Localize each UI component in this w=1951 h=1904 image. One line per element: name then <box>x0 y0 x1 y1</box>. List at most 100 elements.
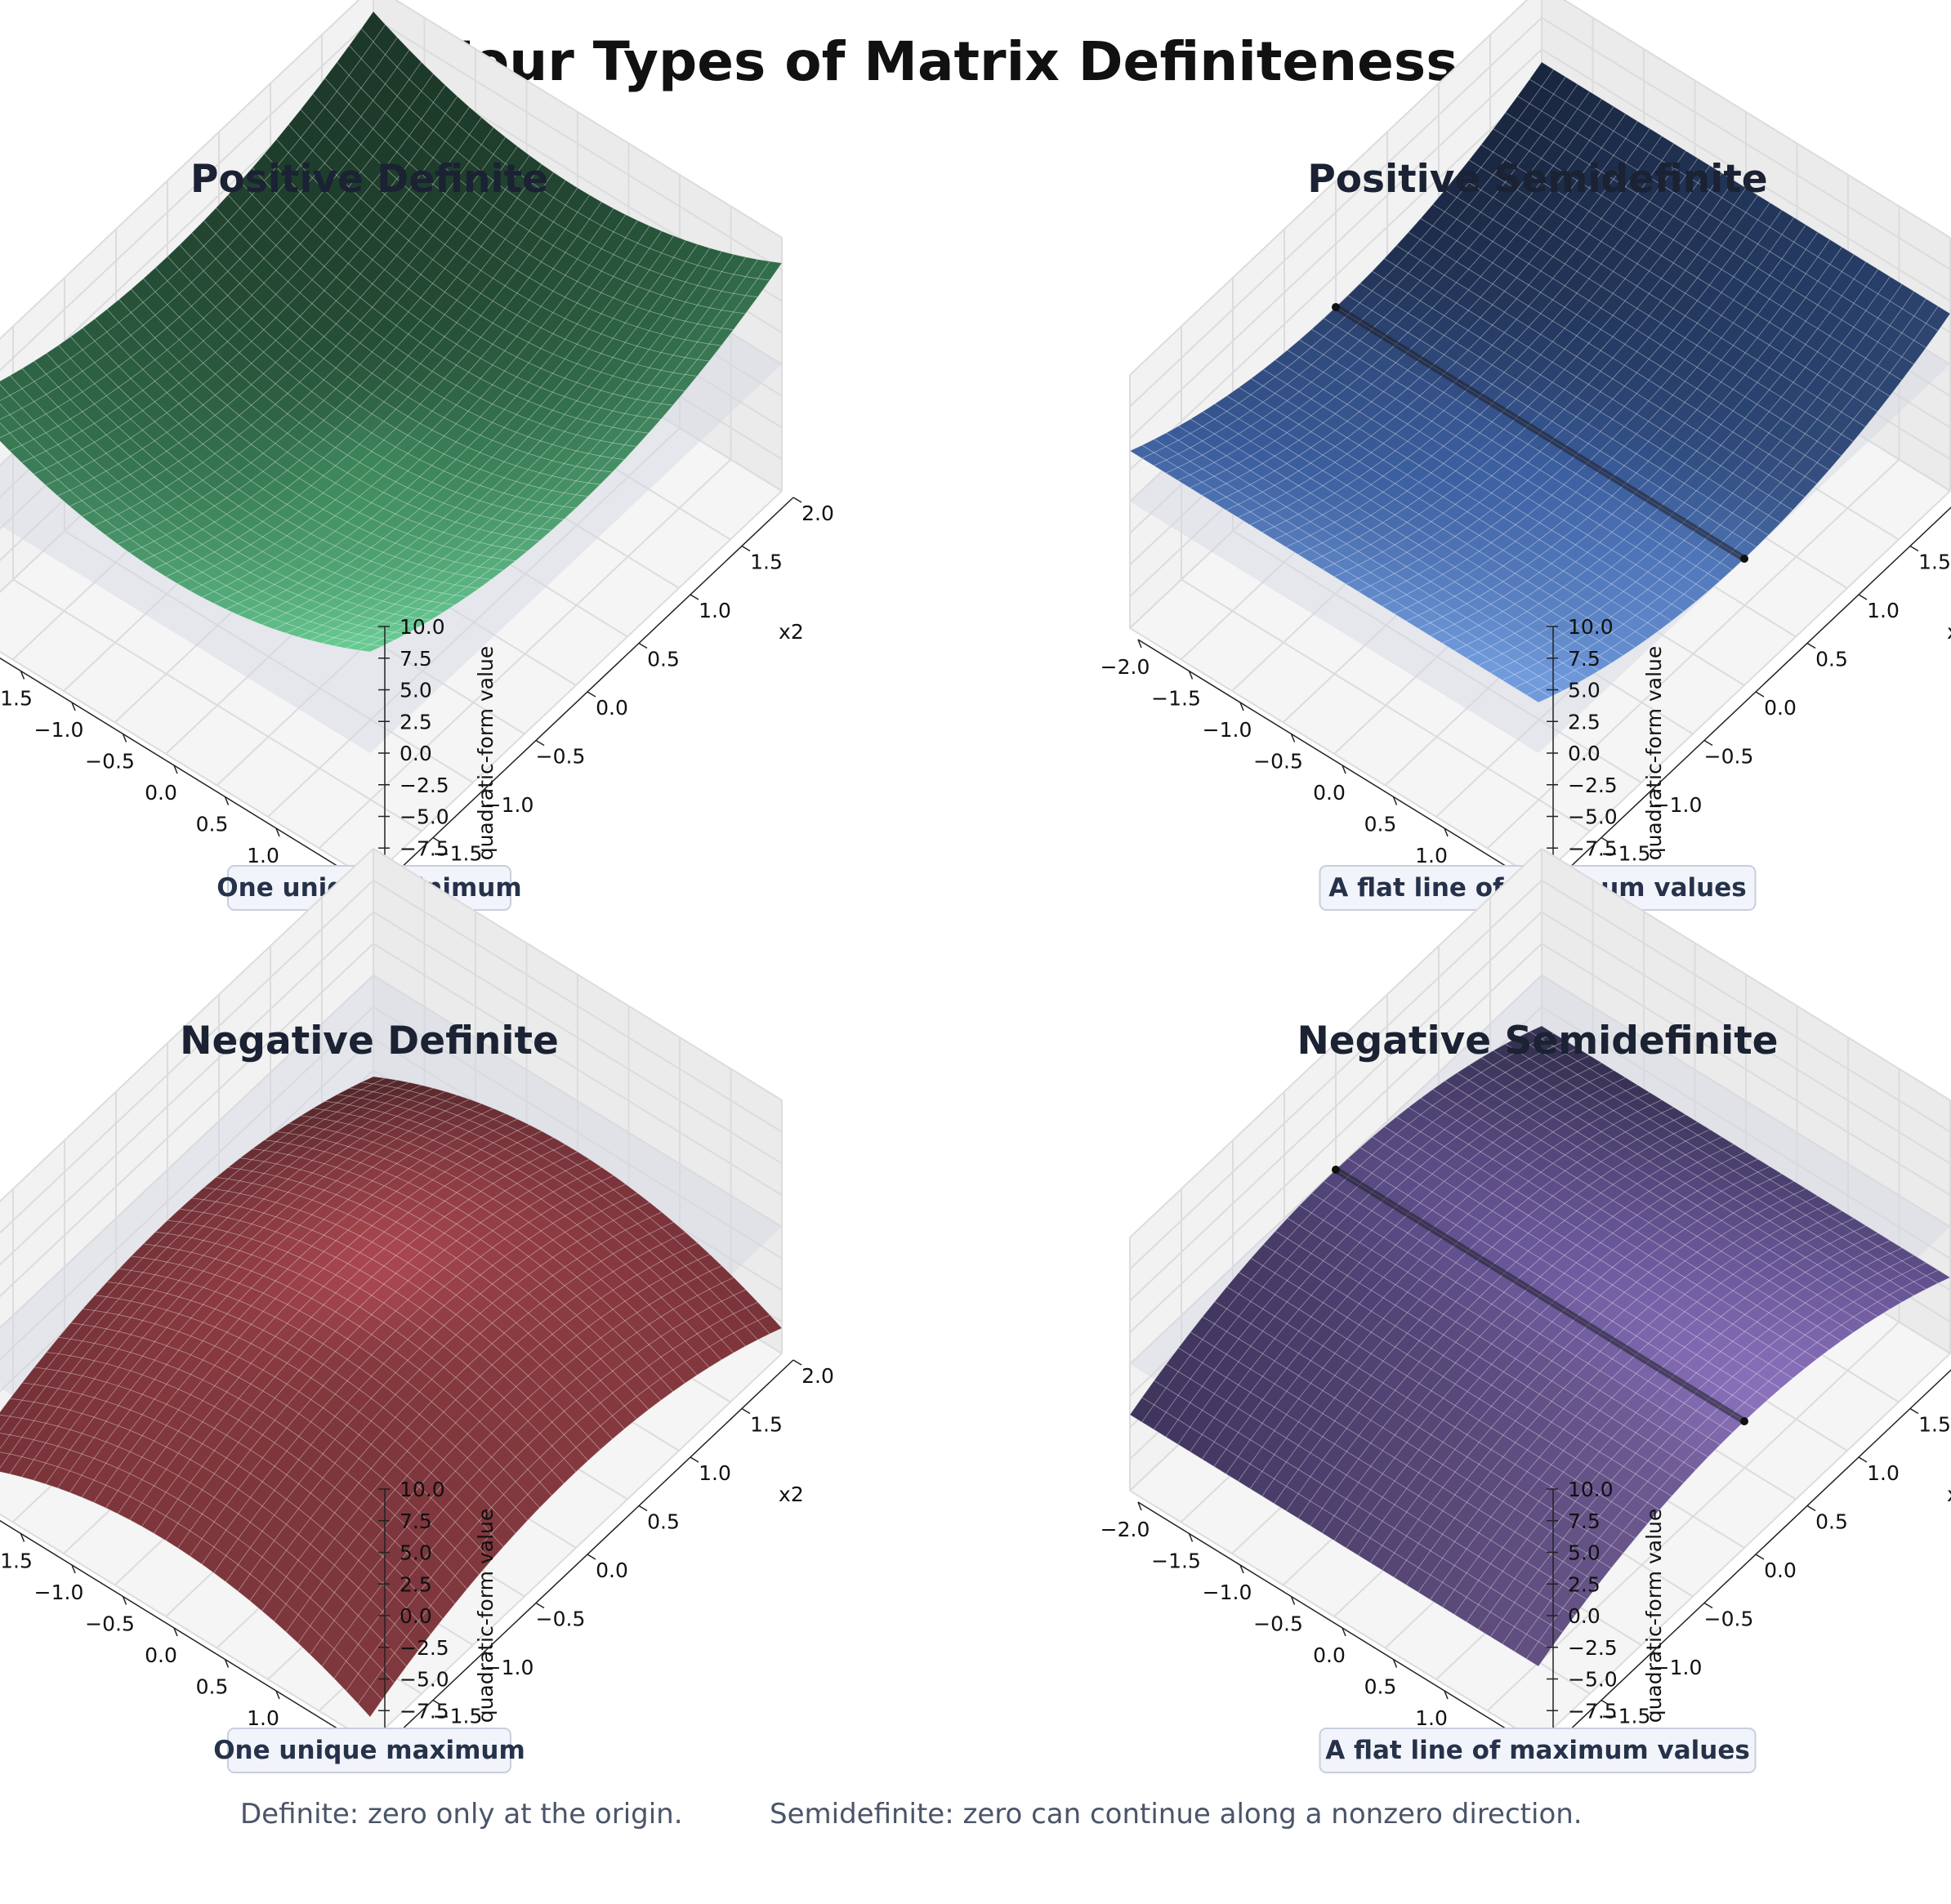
y-tick-label: 1.5 <box>1918 551 1951 574</box>
y-tick-label: −1.5 <box>433 1705 483 1728</box>
x-tick-label: 0.5 <box>1364 813 1397 836</box>
z-tick-label: 0.0 <box>1568 742 1601 765</box>
panel-negative-semidefinite: −10.0−7.5−5.0−2.50.02.55.07.510.0quadrat… <box>1101 848 1951 1773</box>
x-tick-label: 0.5 <box>196 1675 229 1699</box>
y-tick-label: −1.0 <box>1653 793 1703 817</box>
y-tick-mark <box>1755 691 1765 698</box>
surface-patch <box>575 482 601 497</box>
y-tick-label: 0.0 <box>1764 696 1797 720</box>
x-tick-label: −0.5 <box>85 1612 135 1636</box>
surface-patch <box>611 444 637 461</box>
surface-patch <box>563 494 589 509</box>
x-tick-label: 0.5 <box>196 813 229 836</box>
y-tick-mark <box>587 1554 596 1560</box>
y-axis-label: x2 <box>779 1483 804 1506</box>
y-tick-label: −1.5 <box>1601 842 1651 866</box>
panel-negative-definite: −10.0−7.5−5.0−2.50.02.55.07.510.0quadrat… <box>0 848 834 1773</box>
panel-title: Positive Semidefinite <box>1307 157 1767 202</box>
y-tick-mark <box>638 642 648 649</box>
y-tick-mark <box>1806 642 1816 649</box>
y-tick-label: −0.5 <box>536 745 586 769</box>
grid-line <box>369 490 783 881</box>
y-tick-label: −1.0 <box>484 793 534 817</box>
y-tick-label: 1.5 <box>750 1413 783 1437</box>
panel-caption: One unique maximum <box>213 1736 525 1765</box>
y-tick-mark <box>792 497 802 503</box>
y-tick-mark <box>587 691 596 698</box>
null-line-marker <box>1740 555 1748 563</box>
z-tick-label: 2.5 <box>400 1572 432 1596</box>
y-tick-label: 2.0 <box>801 502 834 525</box>
x-tick-label: −1.5 <box>0 687 33 711</box>
surface-patch <box>551 506 577 520</box>
panel-title: Negative Definite <box>180 1019 559 1063</box>
y-tick-label: 0.5 <box>647 1510 680 1534</box>
y-axis-label: x2 <box>779 620 804 644</box>
x-tick-label: 0.0 <box>1313 781 1346 805</box>
x-tick-label: −1.5 <box>1151 687 1201 711</box>
z-tick-label: −5.0 <box>400 1668 449 1692</box>
x-tick-label: −0.5 <box>1253 750 1303 774</box>
y-tick-label: 2.0 <box>801 1364 834 1388</box>
y-tick-label: 0.0 <box>596 696 628 720</box>
y-tick-label: 0.0 <box>596 1558 628 1582</box>
panel-positive-definite: −10.0−7.5−5.0−2.50.02.55.07.510.0quadrat… <box>0 0 834 911</box>
x-tick-label: 0.0 <box>145 1643 177 1667</box>
z-tick-label: 5.0 <box>400 679 432 702</box>
z-tick-label: 2.5 <box>1568 710 1601 734</box>
z-tick-label: 7.5 <box>1568 647 1601 671</box>
panel-title: Positive Definite <box>190 157 548 202</box>
z-tick-label: 10.0 <box>400 615 445 639</box>
x-tick-label: 1.0 <box>247 844 279 867</box>
figure-title: Four Types of Matrix Definiteness <box>438 30 1458 93</box>
y-tick-label: 1.0 <box>1867 599 1900 622</box>
z-tick-label: 7.5 <box>400 647 432 671</box>
z-tick-label: −2.5 <box>400 774 449 797</box>
y-tick-label: 1.0 <box>699 599 731 622</box>
y-axis-label: x2 <box>1947 620 1951 644</box>
y-tick-mark <box>638 1505 648 1512</box>
z-axis-label: quadratic-form value <box>474 646 498 861</box>
null-line-marker <box>1332 303 1340 311</box>
x-tick-label: 0.0 <box>145 781 177 805</box>
y-tick-mark <box>741 1407 751 1415</box>
z-tick-label: 7.5 <box>400 1509 432 1533</box>
z-tick-label: 0.0 <box>400 1604 432 1628</box>
x-tick-label: −1.0 <box>1203 718 1252 742</box>
y-tick-mark <box>690 594 699 600</box>
grid-line <box>267 427 681 818</box>
surface-patch <box>648 403 674 420</box>
y-tick-label: 1.5 <box>750 551 783 574</box>
surface-patch <box>696 343 722 362</box>
y-tick-label: 0.5 <box>1815 648 1848 671</box>
z-axis-label: quadratic-form value <box>474 1509 498 1723</box>
z-tick-label: −2.5 <box>400 1636 449 1660</box>
y-tick-label: −1.5 <box>433 842 483 866</box>
surface-patch <box>599 457 626 473</box>
z-tick-label: 2.5 <box>400 710 432 734</box>
z-tick-label: 5.0 <box>1568 679 1601 702</box>
x-tick-label: −2.0 <box>1101 655 1150 679</box>
y-tick-label: −0.5 <box>536 1607 586 1631</box>
y-tick-mark <box>741 545 751 552</box>
x-tick-label: 1.0 <box>1415 844 1448 867</box>
surface-patch <box>636 417 662 434</box>
y-tick-mark <box>792 1359 802 1366</box>
z-tick-label: 10.0 <box>400 1478 445 1501</box>
z-tick-label: 5.0 <box>400 1541 432 1565</box>
z-tick-label: 0.0 <box>400 742 432 765</box>
panel-positive-semidefinite: −10.0−7.5−5.0−2.50.02.55.07.510.0quadrat… <box>1101 0 1951 911</box>
z-tick-label: −5.0 <box>1568 805 1618 829</box>
y-tick-label: −1.0 <box>484 1656 534 1679</box>
surface <box>0 11 783 653</box>
y-tick-label: −0.5 <box>1704 745 1754 769</box>
z-tick-label: −2.5 <box>1568 774 1618 797</box>
y-tick-label: 0.5 <box>647 648 680 671</box>
z-tick-label: 10.0 <box>1568 615 1614 639</box>
z-axis-label: quadratic-form value <box>1642 646 1666 861</box>
y-tick-mark <box>690 1456 699 1463</box>
x-tick-label: −0.5 <box>85 750 135 774</box>
y-tick-mark <box>1858 594 1868 600</box>
x-tick-label: −1.0 <box>34 1581 84 1604</box>
